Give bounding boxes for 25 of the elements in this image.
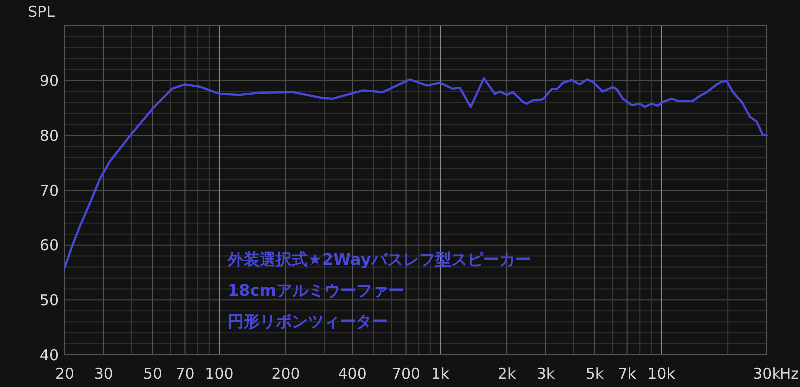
y-axis-title: SPL — [28, 3, 56, 21]
x-tick-label: 20 — [55, 365, 75, 383]
x-tick-label: 70 — [176, 365, 195, 383]
y-tick-label: 60 — [40, 236, 59, 255]
x-tick-label: 7k — [618, 365, 637, 383]
x-tick-label: 400 — [338, 365, 367, 383]
x-tick-label: 10k — [648, 365, 676, 383]
x-axis-title: Hz — [780, 365, 800, 383]
y-tick-label: 70 — [40, 182, 59, 200]
y-tick-label: 90 — [40, 72, 59, 90]
x-tick-label: 1k — [431, 365, 450, 383]
annotation: 18cmアルミウーファー — [228, 281, 404, 300]
x-tick-label: 2k — [498, 365, 516, 383]
y-tick-label: 50 — [40, 291, 59, 310]
y-tick-label: 80 — [40, 126, 59, 145]
annotation: 円形リボンツィーター — [228, 312, 388, 331]
y-tick-label: 40 — [40, 346, 59, 364]
x-tick-label: 100 — [205, 365, 234, 383]
x-tick-label: 200 — [272, 365, 300, 383]
x-tick-label: 50 — [143, 365, 162, 383]
x-tick-label: 3k — [536, 365, 556, 383]
x-tick-label: 30 — [94, 365, 114, 383]
x-tick-label: 700 — [392, 365, 421, 383]
x-tick-label: 30k — [753, 365, 782, 383]
x-tick-label: 5k — [586, 365, 604, 383]
